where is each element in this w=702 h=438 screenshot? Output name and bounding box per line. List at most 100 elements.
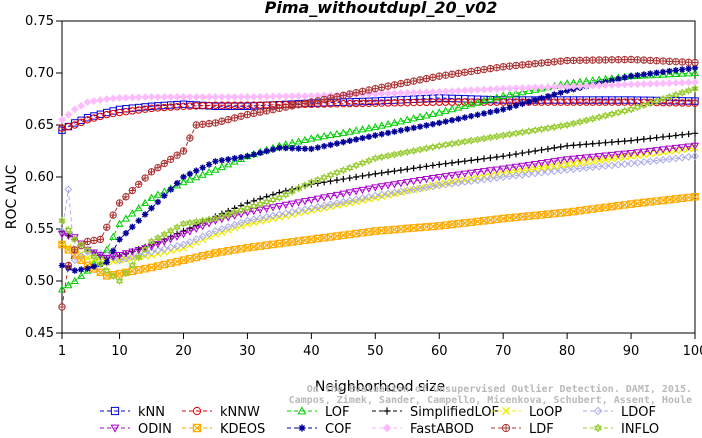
data-point — [313, 234, 322, 243]
data-point — [275, 193, 284, 200]
data-point — [588, 81, 597, 90]
data-point — [518, 128, 527, 135]
data-point — [115, 278, 124, 286]
data-point — [454, 103, 463, 111]
data-point — [448, 141, 456, 148]
series-ldf — [58, 55, 699, 311]
data-point — [128, 248, 137, 256]
data-point — [96, 252, 105, 260]
data-point — [659, 57, 667, 65]
data-point — [83, 98, 92, 107]
data-point — [684, 153, 693, 161]
data-point — [531, 83, 540, 92]
data-point — [403, 149, 412, 157]
data-point — [403, 88, 412, 97]
data-point — [148, 168, 155, 175]
legend-label: LOF — [325, 405, 350, 420]
data-point — [563, 165, 572, 174]
data-point — [179, 177, 188, 186]
data-point — [288, 187, 296, 194]
series-line — [61, 145, 696, 259]
data-point — [544, 93, 552, 100]
data-point — [352, 163, 360, 170]
data-point — [128, 209, 137, 217]
data-point — [282, 103, 289, 111]
data-point — [135, 181, 142, 188]
data-point — [71, 235, 79, 242]
data-point — [582, 118, 591, 125]
data-point — [340, 138, 347, 146]
data-point — [340, 175, 347, 183]
data-point — [345, 165, 354, 173]
data-point — [154, 163, 162, 172]
data-point — [519, 149, 526, 157]
data-point — [96, 235, 105, 244]
data-point — [409, 146, 418, 153]
data-point — [192, 219, 201, 226]
data-point — [230, 220, 239, 229]
data-point — [263, 148, 270, 155]
data-point — [441, 180, 450, 189]
data-point — [588, 114, 597, 121]
data-point — [665, 155, 674, 164]
data-point — [173, 242, 181, 250]
data-point — [115, 94, 124, 102]
data-point — [185, 175, 194, 183]
data-point — [671, 69, 680, 77]
data-point — [244, 153, 251, 160]
data-point — [173, 257, 181, 266]
data-point — [595, 115, 603, 122]
data-point — [473, 98, 482, 106]
data-point — [690, 68, 700, 77]
data-point — [570, 142, 577, 149]
data-point — [237, 244, 245, 253]
data-point — [71, 246, 79, 254]
data-point — [65, 262, 72, 269]
data-point — [524, 86, 533, 94]
data-point — [493, 107, 500, 114]
data-point — [652, 96, 661, 104]
data-point — [193, 167, 200, 174]
data-point — [422, 88, 431, 97]
data-point — [185, 228, 194, 236]
data-point — [211, 93, 220, 101]
data-point — [518, 87, 527, 96]
data-point — [276, 144, 283, 152]
data-point — [230, 208, 239, 215]
data-point — [646, 101, 655, 108]
data-point — [205, 167, 214, 176]
data-point — [333, 232, 341, 240]
data-point — [211, 249, 220, 257]
data-point — [423, 163, 430, 170]
data-point — [345, 127, 354, 135]
data-point — [326, 130, 335, 139]
data-point — [524, 212, 533, 220]
data-point — [595, 162, 603, 171]
data-point — [134, 266, 143, 274]
data-point — [359, 88, 366, 95]
data-point — [377, 183, 386, 191]
data-point — [563, 57, 571, 64]
legend-marker — [501, 406, 511, 416]
data-point — [237, 208, 245, 215]
data-point — [147, 93, 156, 101]
data-point — [352, 188, 361, 196]
data-point — [595, 81, 603, 90]
data-point — [602, 139, 609, 146]
data-point — [314, 144, 321, 151]
legend-marker — [501, 423, 511, 433]
data-point — [96, 259, 105, 266]
data-point — [313, 177, 322, 184]
data-point — [230, 246, 239, 254]
data-point — [595, 113, 603, 120]
data-point — [281, 209, 290, 218]
data-point — [250, 204, 258, 211]
data-point — [435, 108, 444, 116]
data-point — [531, 96, 539, 104]
data-point — [499, 84, 508, 93]
data-point — [58, 216, 66, 223]
data-point — [231, 114, 238, 122]
data-point — [615, 75, 622, 83]
data-point — [332, 191, 341, 200]
legend-item-loop: LoOP — [491, 405, 562, 420]
